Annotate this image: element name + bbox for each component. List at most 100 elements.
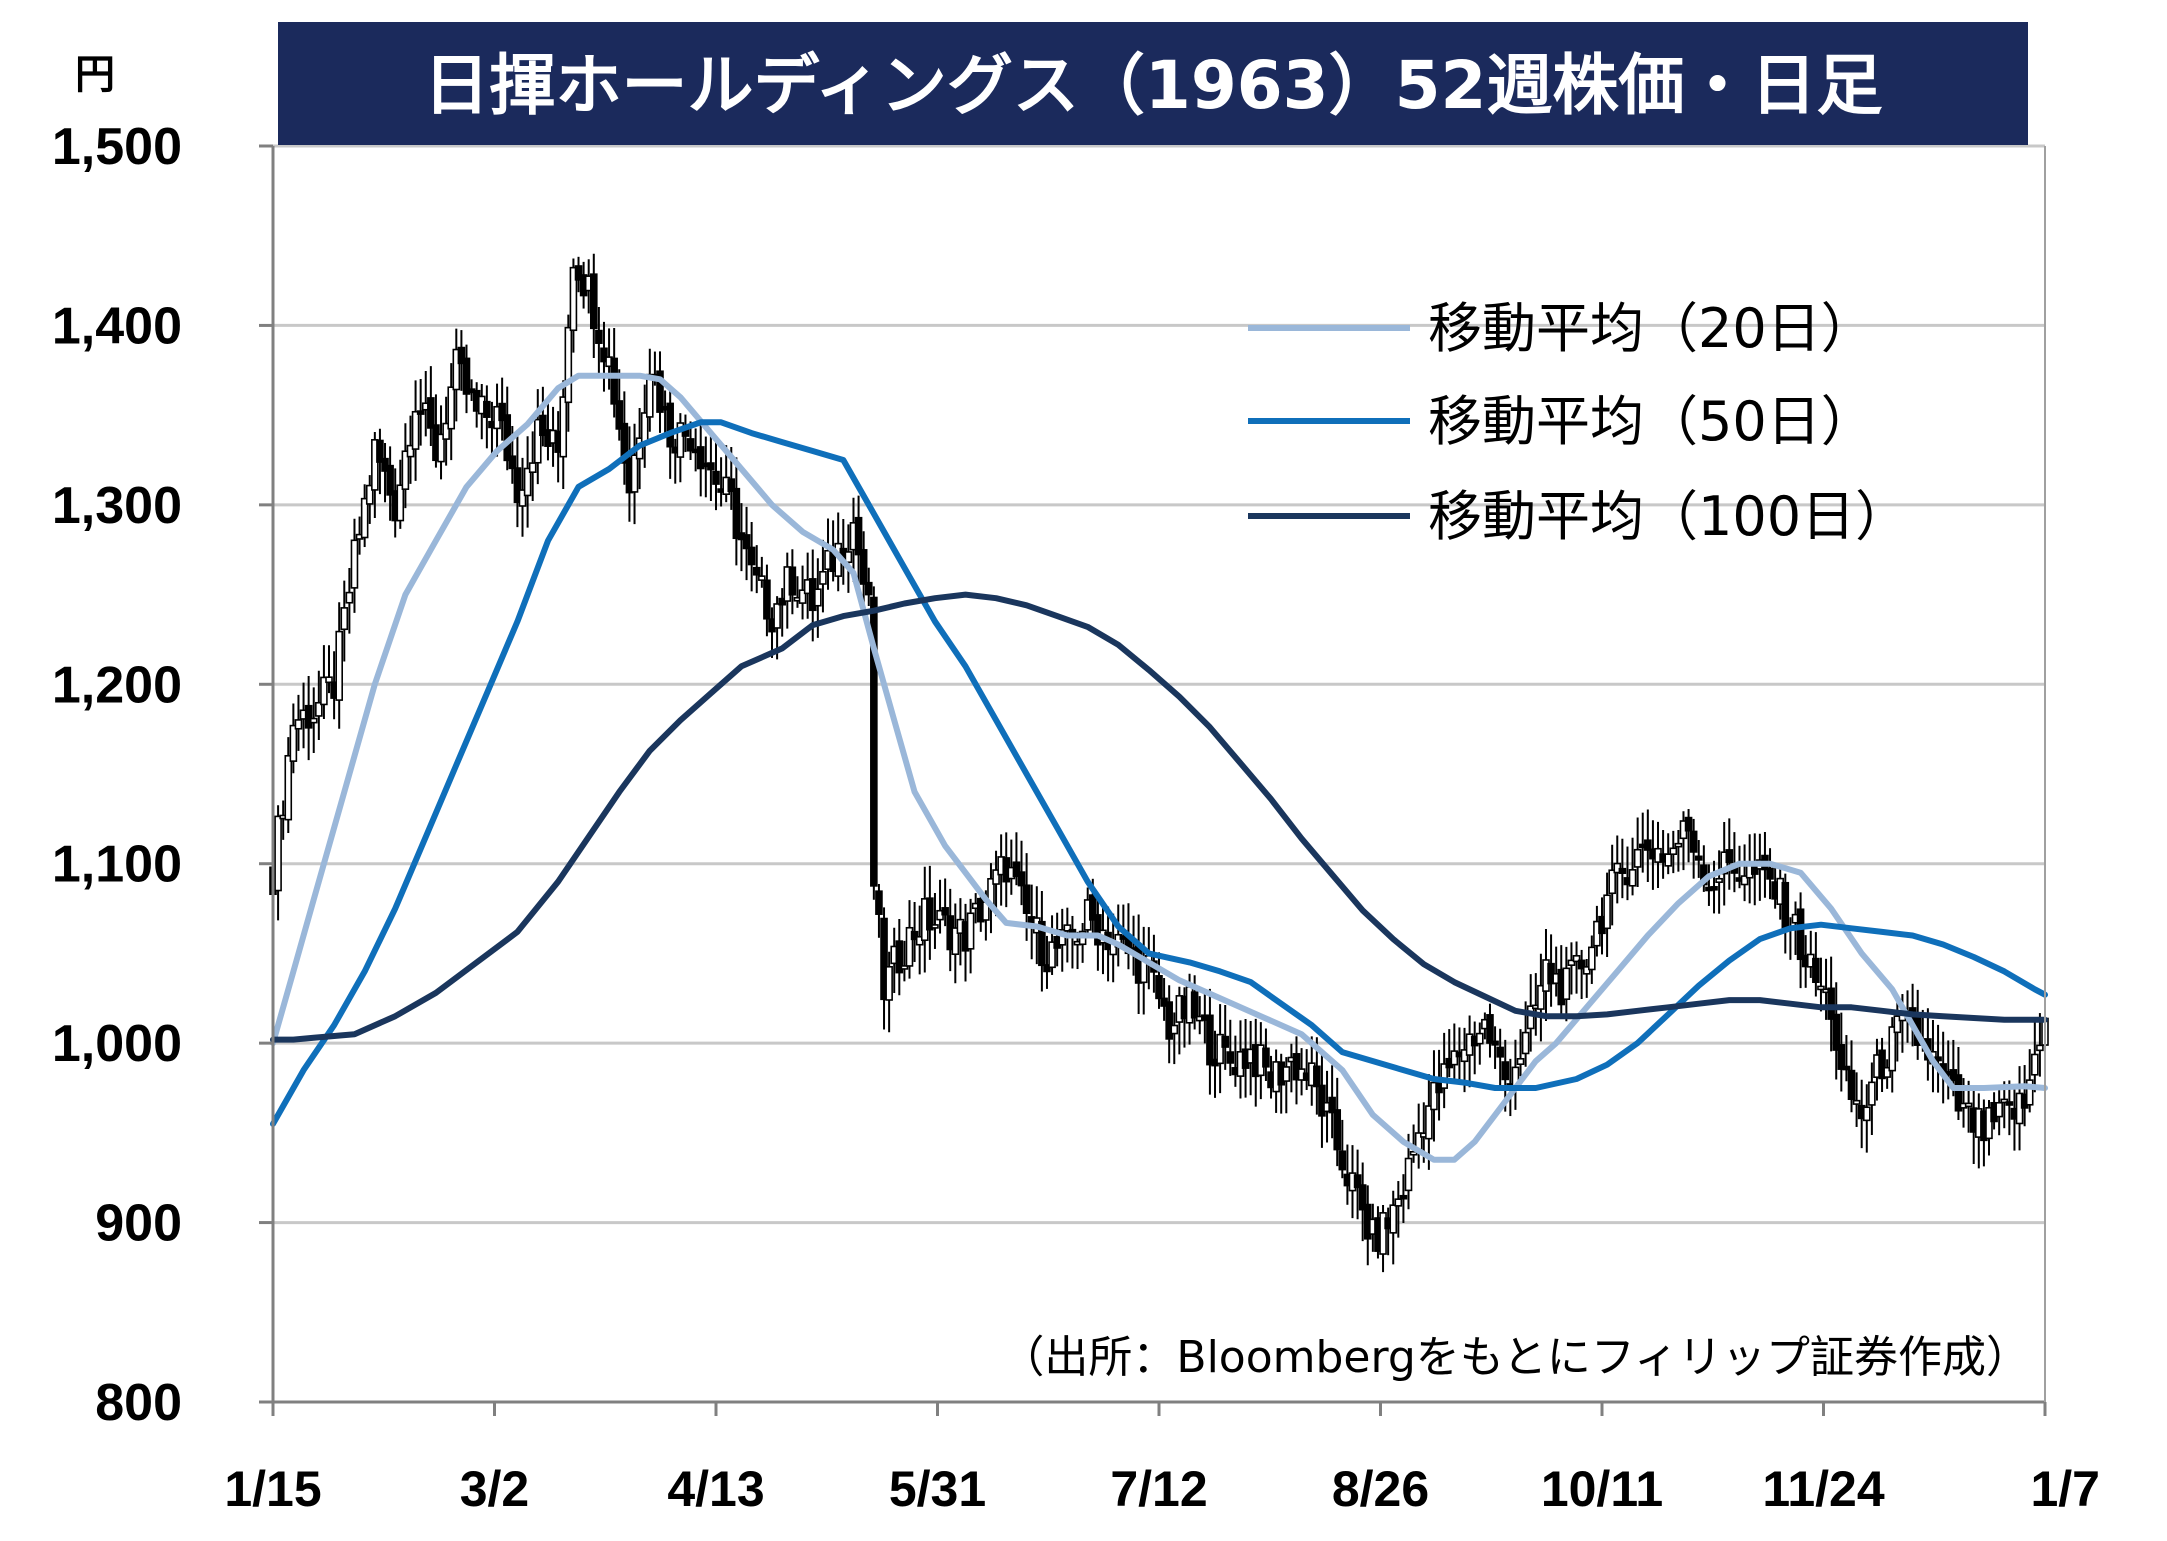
y-tick-label: 1,000 [52,1015,182,1073]
candle-body [1740,875,1749,886]
candle-body [335,630,343,701]
candle-body [666,402,674,448]
candle-body [528,462,537,474]
candle-body [1710,886,1718,891]
candle-body [360,497,369,539]
candle-body [289,724,298,762]
candle-body [951,927,960,956]
candle-body [1868,1081,1876,1106]
x-tick-label: 1/15 [224,1461,321,1517]
candle-body [1842,1065,1851,1071]
candle-body [569,266,578,332]
x-tick-label: 3/2 [460,1461,530,1517]
candle-body [1664,853,1672,867]
candle-body [676,422,685,458]
candle-body [1837,1044,1846,1070]
candle-body [1358,1184,1367,1211]
x-axis-tick-labels: 1/15 3/2 4/13 5/31 7/12 8/26 10/11 11/24 1/7 [224,1461,2100,1517]
candle-body [1995,1101,2003,1118]
x-tick-label: 11/24 [1762,1461,1885,1517]
candle-body [1425,1105,1433,1140]
candle-body [859,549,868,585]
title-banner: 日揮ホールディングス（1963）52週株価・日足 [278,22,2028,145]
candle-body [615,400,624,430]
y-axis-tick-labels: 800 900 1,000 1,100 1,200 1,300 1,400 1,500 [52,118,182,1432]
candle-body [1577,959,1586,970]
candle-body [727,478,736,493]
moving-average-50-line [270,419,2048,1127]
candle-body [559,396,568,458]
candle-body [1399,1194,1408,1200]
candle-body [1022,884,1031,914]
candle-body [686,438,695,452]
candle-body [523,467,532,497]
candle-body [365,484,374,505]
candle-body [315,701,323,717]
candle-body [1292,1053,1301,1081]
candle-body [2036,1044,2044,1052]
candle-body [274,815,282,892]
candle-body [758,575,766,581]
candle-body [1781,881,1790,930]
candle-body [483,400,491,418]
candle-body [926,897,934,931]
candle-body [1689,830,1698,853]
chart-title: 日揮ホールディングス（1963）52週株価・日足 [424,47,1883,124]
candle-body [396,484,405,522]
candle-body [1282,1066,1291,1082]
candle-body [386,464,394,496]
candle-body [2031,1053,2039,1076]
candle-body [880,917,888,1001]
candle-body [294,719,303,730]
candle-body [381,457,389,472]
candle-body [539,414,547,437]
candle-body [1893,1015,1902,1034]
source-note: （出所：Bloombergをもとにフィリップ証券作成） [1000,1332,2030,1383]
candle-body [1964,1102,1973,1108]
x-tick-label: 5/31 [889,1461,986,1517]
candle-body [1012,861,1021,878]
candle-body [508,455,517,470]
candle-body [1491,1040,1499,1046]
legend-label: 移動平均（50日） [1428,390,1875,453]
y-tick-label: 1,300 [52,477,182,535]
x-tick-label: 10/11 [1541,1461,1663,1517]
legend-label: 移動平均（100日） [1428,485,1909,548]
candle-body [1715,877,1723,883]
candle-body [1328,1096,1336,1114]
candle-body [371,439,379,491]
candle-body [966,912,975,950]
candle-body [284,754,293,821]
candle-body [1409,1150,1418,1156]
candle-body [1318,1084,1326,1117]
candle-body [1817,985,1825,991]
y-tick-label: 1,200 [52,656,182,714]
candle-body [595,329,603,344]
candle-body [941,907,949,916]
candle-body [1537,984,1545,1010]
candle-body [819,570,827,585]
x-tick-label: 1/7 [2030,1461,2100,1517]
candle-body [1608,869,1616,895]
candle-body [1588,946,1596,971]
candle-body [1038,920,1046,967]
candle-body [1633,848,1642,868]
candle-body [1226,1051,1235,1064]
candle-body [340,607,349,631]
legend-label: 移動平均（20日） [1428,297,1875,360]
candle-body [1262,1047,1270,1068]
candle-body [656,370,664,413]
candle-body [870,596,878,887]
candle-body [1644,839,1652,851]
candle-body [931,924,939,929]
y-tick-label: 1,500 [52,118,182,176]
candle-body [992,869,1000,885]
candle-body [411,410,420,450]
candle-body [1404,1157,1413,1192]
y-unit-label: 円 [75,53,115,97]
candle-body [1501,1061,1510,1081]
candle-body [1669,847,1678,855]
candle-body [1521,1031,1530,1055]
candle-body [1684,816,1693,832]
candlestick-series [269,253,2049,1273]
